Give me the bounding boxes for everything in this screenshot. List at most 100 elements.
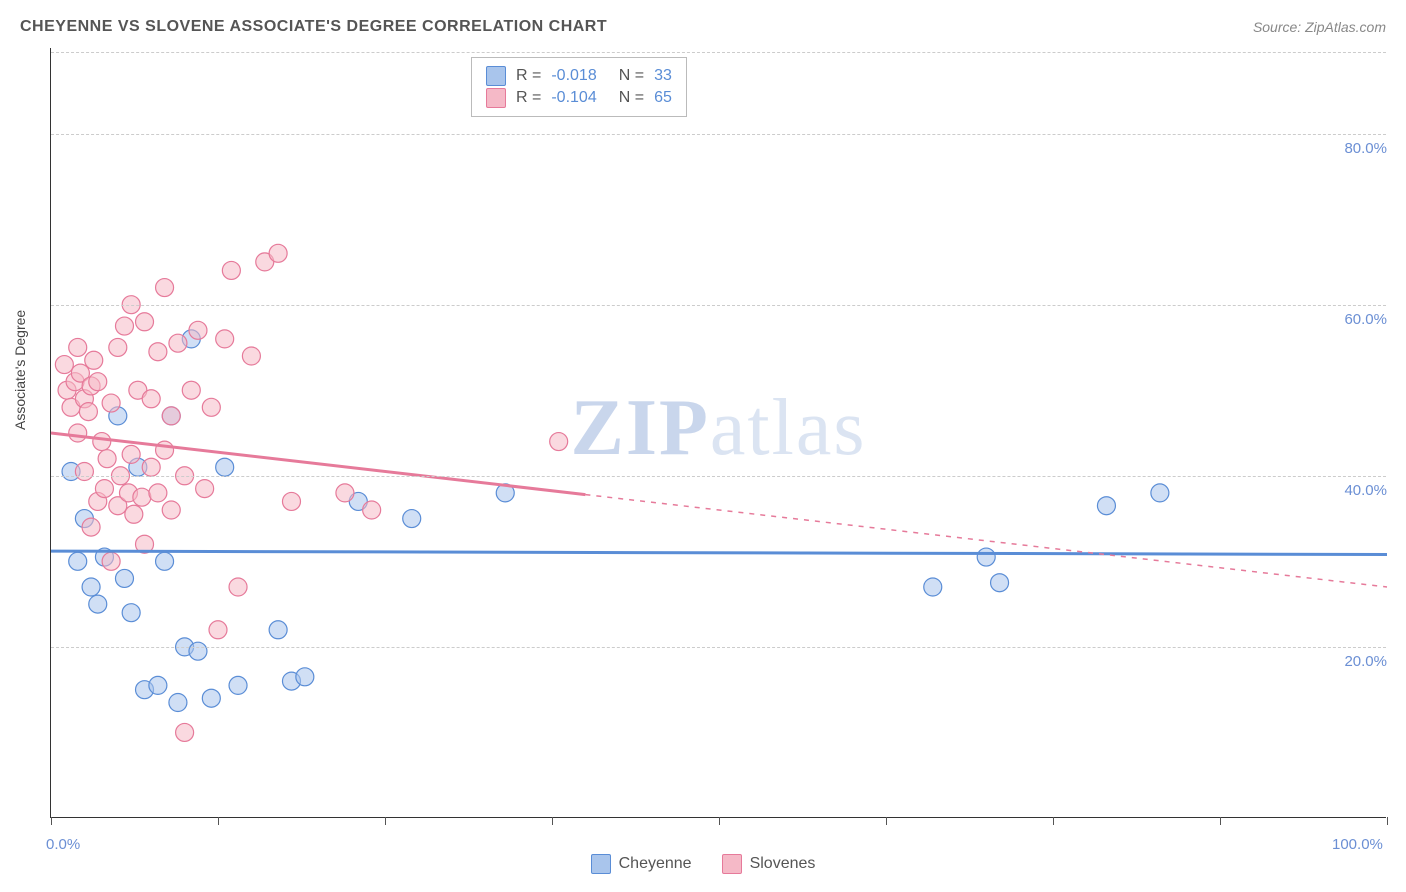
data-point [550, 433, 568, 451]
data-point [991, 574, 1009, 592]
x-tick-label: 0.0% [46, 836, 80, 853]
gridline [51, 134, 1386, 135]
data-point [229, 676, 247, 694]
data-point [69, 424, 87, 442]
stat-r-label: R = [516, 89, 541, 107]
y-tick-label: 40.0% [1327, 482, 1387, 499]
data-point [95, 480, 113, 498]
data-point [149, 484, 167, 502]
data-point [156, 552, 174, 570]
data-point [156, 441, 174, 459]
source-attribution: Source: ZipAtlas.com [1253, 19, 1386, 35]
x-tick-label: 100.0% [1332, 836, 1383, 853]
gridline [51, 305, 1386, 306]
data-point [196, 480, 214, 498]
y-tick-label: 80.0% [1327, 140, 1387, 157]
data-point [93, 433, 111, 451]
data-point [142, 390, 160, 408]
data-point [176, 723, 194, 741]
data-point [229, 578, 247, 596]
data-point [216, 330, 234, 348]
legend-item: Slovenes [722, 854, 816, 874]
data-point [55, 356, 73, 374]
data-point [269, 244, 287, 262]
stat-n-label: N = [619, 89, 644, 107]
stats-row: R = -0.104 N = 65 [486, 88, 672, 108]
data-point [149, 343, 167, 361]
data-point [75, 463, 93, 481]
data-point [336, 484, 354, 502]
stats-legend-box: R = -0.018 N = 33 R = -0.104 N = 65 [471, 57, 687, 117]
legend-item: Cheyenne [591, 854, 692, 874]
data-point [363, 501, 381, 519]
chart-svg [51, 48, 1386, 817]
x-tick [1053, 817, 1054, 825]
data-point [189, 321, 207, 339]
legend-swatch [722, 854, 742, 874]
data-point [89, 595, 107, 613]
trend-line [51, 551, 1387, 554]
data-point [924, 578, 942, 596]
data-point [156, 279, 174, 297]
series-swatch [486, 66, 506, 86]
data-point [102, 552, 120, 570]
data-point [296, 668, 314, 686]
x-tick [552, 817, 553, 825]
data-point [202, 398, 220, 416]
data-point [182, 381, 200, 399]
data-point [89, 373, 107, 391]
data-point [69, 552, 87, 570]
legend-label: Slovenes [750, 855, 816, 873]
data-point [1097, 497, 1115, 515]
data-point [136, 313, 154, 331]
x-tick [385, 817, 386, 825]
series-swatch [486, 88, 506, 108]
data-point [169, 334, 187, 352]
stat-r-label: R = [516, 67, 541, 85]
data-point [269, 621, 287, 639]
x-tick [1387, 817, 1388, 825]
data-point [142, 458, 160, 476]
data-point [115, 569, 133, 587]
data-point [242, 347, 260, 365]
chart-title: CHEYENNE VS SLOVENE ASSOCIATE'S DEGREE C… [20, 18, 607, 36]
x-tick [886, 817, 887, 825]
x-tick [1220, 817, 1221, 825]
data-point [85, 351, 103, 369]
stat-r-value: -0.018 [551, 67, 596, 85]
data-point [209, 621, 227, 639]
data-point [109, 338, 127, 356]
stat-n-value: 33 [654, 67, 672, 85]
data-point [403, 510, 421, 528]
gridline [51, 476, 1386, 477]
stat-r-value: -0.104 [551, 89, 596, 107]
x-tick [218, 817, 219, 825]
data-point [133, 488, 151, 506]
data-point [202, 689, 220, 707]
legend-label: Cheyenne [619, 855, 692, 873]
data-point [82, 518, 100, 536]
y-tick-label: 20.0% [1327, 653, 1387, 670]
plot-area: ZIPatlas R = -0.018N = 33R = -0.104N = 6… [50, 48, 1386, 818]
data-point [169, 694, 187, 712]
gridline [51, 52, 1386, 53]
data-point [122, 604, 140, 622]
gridline [51, 647, 1386, 648]
chart-header: CHEYENNE VS SLOVENE ASSOCIATE'S DEGREE C… [20, 18, 1386, 36]
stats-row: R = -0.018 N = 33 [486, 66, 672, 86]
data-point [98, 450, 116, 468]
data-point [189, 642, 207, 660]
data-point [79, 403, 97, 421]
data-point [162, 407, 180, 425]
data-point [282, 492, 300, 510]
data-point [149, 676, 167, 694]
data-point [82, 578, 100, 596]
y-tick-label: 60.0% [1327, 311, 1387, 328]
x-tick [719, 817, 720, 825]
data-point [122, 445, 140, 463]
stat-n-label: N = [619, 67, 644, 85]
stat-n-value: 65 [654, 89, 672, 107]
data-point [162, 501, 180, 519]
series-legend: Cheyenne Slovenes [0, 854, 1406, 874]
data-point [1151, 484, 1169, 502]
